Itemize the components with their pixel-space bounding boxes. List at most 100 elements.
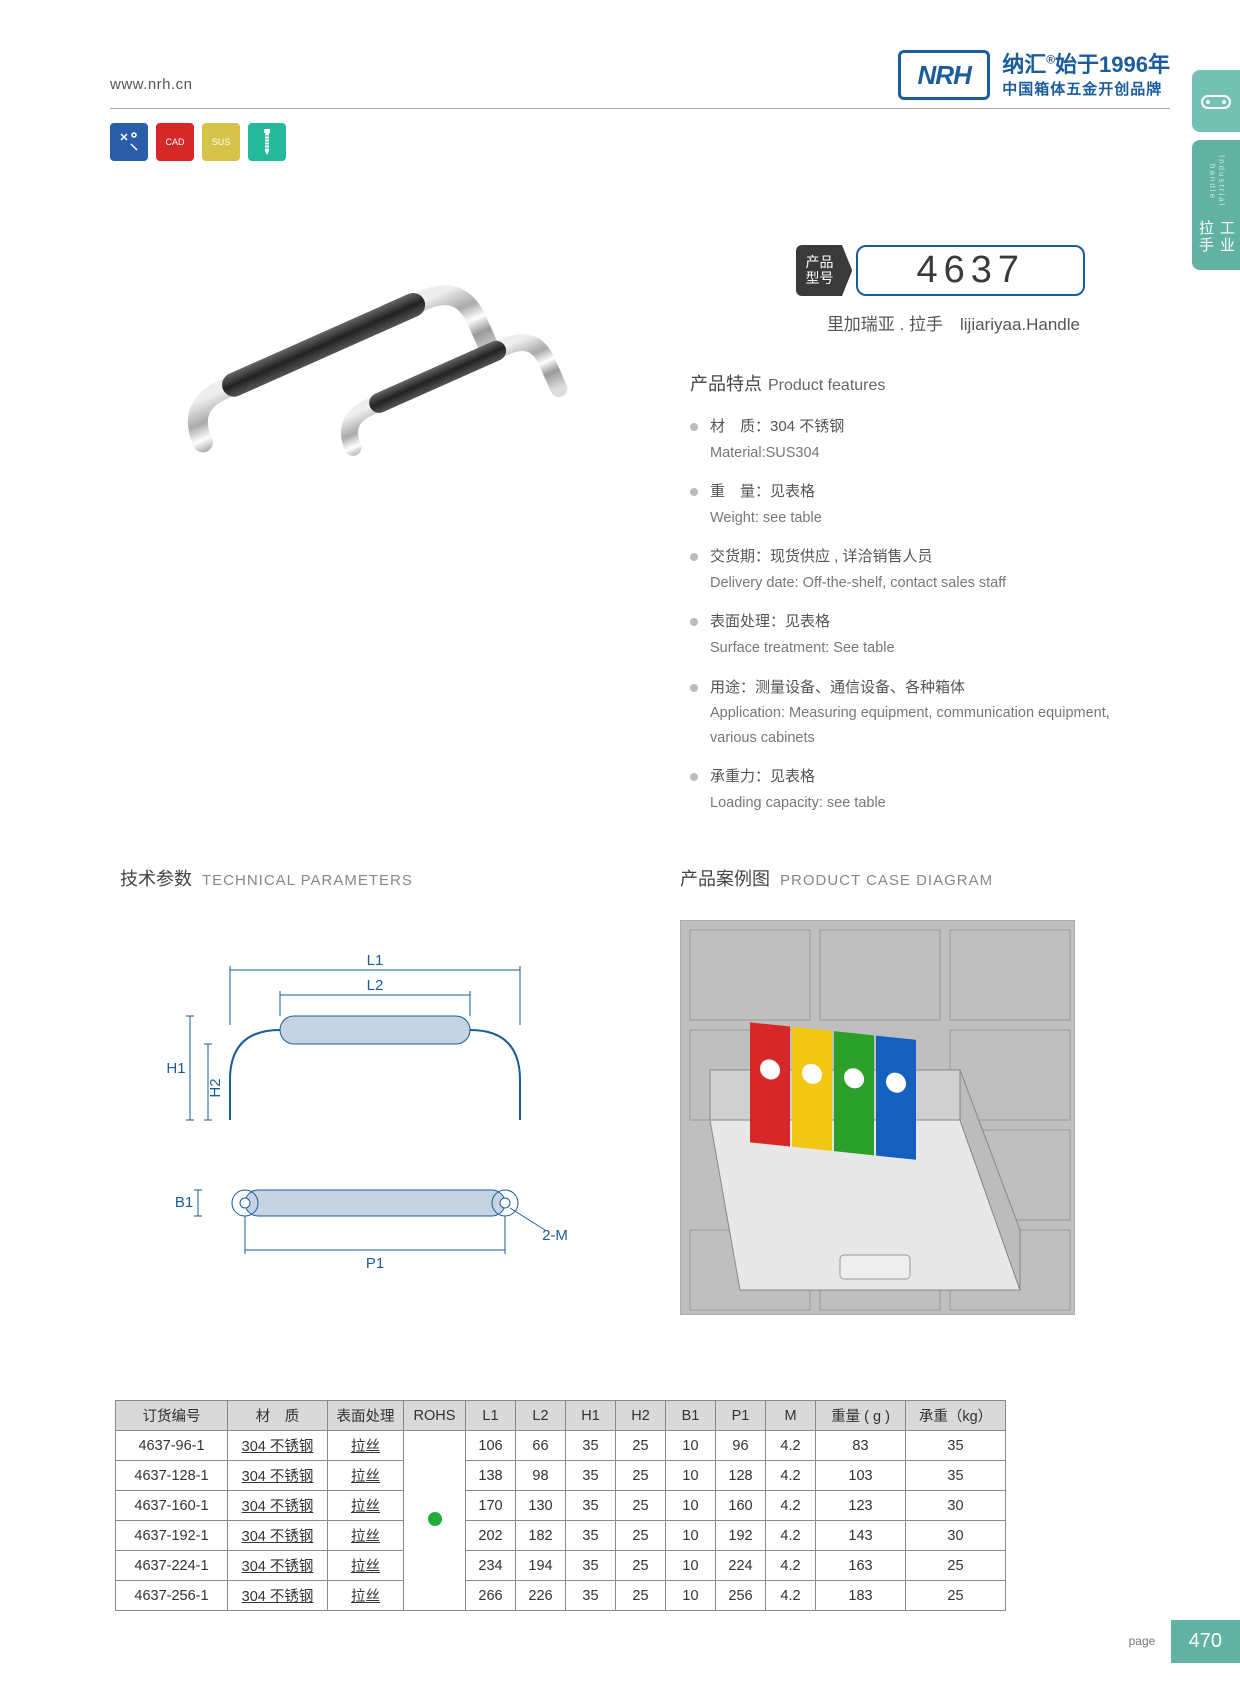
table-cell: 拉丝 [328,1491,404,1521]
table-cell: 194 [516,1551,566,1581]
page-number: page 470 [1171,1620,1240,1663]
feature-item: 重 量：见表格Weight: see table [690,479,1150,530]
table-cell: 4.2 [766,1521,816,1551]
case-diagram-title: 产品案例图PRODUCT CASE DIAGRAM [680,865,993,891]
logo-since: 始于1996年 [1055,52,1170,77]
table-cell: 234 [466,1551,516,1581]
table-cell: 35 [906,1431,1006,1461]
table-cell: 304 不锈钢 [228,1551,328,1581]
table-row: 4637-224-1304 不锈钢拉丝2341943525102244.2163… [116,1551,1006,1581]
table-cell: 4.2 [766,1431,816,1461]
table-cell: 4.2 [766,1581,816,1611]
table-cell: 4637-192-1 [116,1521,228,1551]
model-number: 4637 [856,245,1085,296]
table-header: ROHS [404,1401,466,1431]
table-cell [404,1431,466,1611]
svg-text:B1: B1 [175,1194,193,1211]
table-cell: 35 [566,1461,616,1491]
table-header: 承重（kg） [906,1401,1006,1431]
table-cell: 25 [906,1581,1006,1611]
table-cell: 拉丝 [328,1431,404,1461]
table-header: 重量 ( g ) [816,1401,906,1431]
table-cell: 224 [716,1551,766,1581]
rohs-dot [428,1512,442,1526]
spec-table: 订货编号材 质表面处理ROHSL1L2H1H2B1P1M重量 ( g )承重（k… [115,1400,1006,1611]
table-header: H2 [616,1401,666,1431]
table-cell: 183 [816,1581,906,1611]
table-cell: 160 [716,1491,766,1521]
table-cell: 130 [516,1491,566,1521]
logo-text: 纳汇®始于1996年 中国箱体五金开创品牌 [1002,50,1170,100]
table-cell: 10 [666,1461,716,1491]
table-header: M [766,1401,816,1431]
logo-mark: NRH [898,50,990,100]
table-cell: 202 [466,1521,516,1551]
feature-item: 用途：测量设备、通信设备、各种箱体Application: Measuring … [690,675,1150,751]
screw-icon [248,123,286,161]
table-cell: 35 [566,1491,616,1521]
table-cell: 304 不锈钢 [228,1491,328,1521]
table-cell: 4637-96-1 [116,1431,228,1461]
table-row: 4637-160-1304 不锈钢拉丝1701303525101604.2123… [116,1491,1006,1521]
technical-diagram: L1 L2 H1 H2 B1 P1 2-M [150,930,580,1300]
table-cell: 103 [816,1461,906,1491]
table-cell: 10 [666,1581,716,1611]
logo-block: NRH 纳汇®始于1996年 中国箱体五金开创品牌 [898,50,1170,100]
svg-text:P1: P1 [366,1255,384,1272]
table-cell: 83 [816,1431,906,1461]
table-cell: 35 [566,1581,616,1611]
table-header: L1 [466,1401,516,1431]
table-cell: 106 [466,1431,516,1461]
table-cell: 25 [616,1431,666,1461]
table-cell: 266 [466,1581,516,1611]
table-cell: 拉丝 [328,1521,404,1551]
table-row: 4637-192-1304 不锈钢拉丝2021823525101924.2143… [116,1521,1006,1551]
tech-params-title: 技术参数TECHNICAL PARAMETERS [120,865,413,891]
table-header: H1 [566,1401,616,1431]
table-cell: 226 [516,1581,566,1611]
table-cell: 256 [716,1581,766,1611]
table-cell: 25 [616,1521,666,1551]
feature-item: 材 质：304 不锈钢Material:SUS304 [690,414,1150,465]
table-cell: 66 [516,1431,566,1461]
table-cell: 25 [616,1581,666,1611]
table-cell: 128 [716,1461,766,1491]
table-header: B1 [666,1401,716,1431]
cad-icon: CAD [156,123,194,161]
table-cell: 182 [516,1521,566,1551]
table-cell: 10 [666,1521,716,1551]
sus-icon: SUS [202,123,240,161]
logo-cn: 纳汇 [1002,52,1046,77]
table-cell: 30 [906,1521,1006,1551]
feature-item: 交货期：现货供应 , 详洽销售人员Delivery date: Off-the-… [690,544,1150,595]
table-row: 4637-256-1304 不锈钢拉丝2662263525102564.2183… [116,1581,1006,1611]
table-cell: 35 [566,1521,616,1551]
table-row: 4637-128-1304 不锈钢拉丝138983525101284.21033… [116,1461,1006,1491]
table-header: P1 [716,1401,766,1431]
table-cell: 163 [816,1551,906,1581]
table-cell: 10 [666,1551,716,1581]
table-header: 材 质 [228,1401,328,1431]
table-header: L2 [516,1401,566,1431]
table-cell: 25 [616,1491,666,1521]
table-cell: 25 [616,1551,666,1581]
product-features: 产品特点Product features 材 质：304 不锈钢Material… [690,370,1150,829]
table-cell: 10 [666,1431,716,1461]
feature-item: 表面处理：见表格Surface treatment: See table [690,609,1150,660]
table-cell: 170 [466,1491,516,1521]
table-row: 4637-96-1304 不锈钢拉丝10666352510964.28335 [116,1431,1006,1461]
table-cell: 192 [716,1521,766,1551]
model-badge: 产品型号 4637 [796,245,1085,296]
table-cell: 拉丝 [328,1581,404,1611]
table-cell: 304 不锈钢 [228,1581,328,1611]
table-cell: 304 不锈钢 [228,1521,328,1551]
features-title: 产品特点Product features [690,370,1150,396]
table-cell: 4637-224-1 [116,1551,228,1581]
table-cell: 4637-160-1 [116,1491,228,1521]
model-label: 产品型号 [796,245,842,296]
table-cell: 35 [566,1551,616,1581]
table-cell: 98 [516,1461,566,1491]
table-cell: 25 [616,1461,666,1491]
tools-icon [110,123,148,161]
table-header: 订货编号 [116,1401,228,1431]
